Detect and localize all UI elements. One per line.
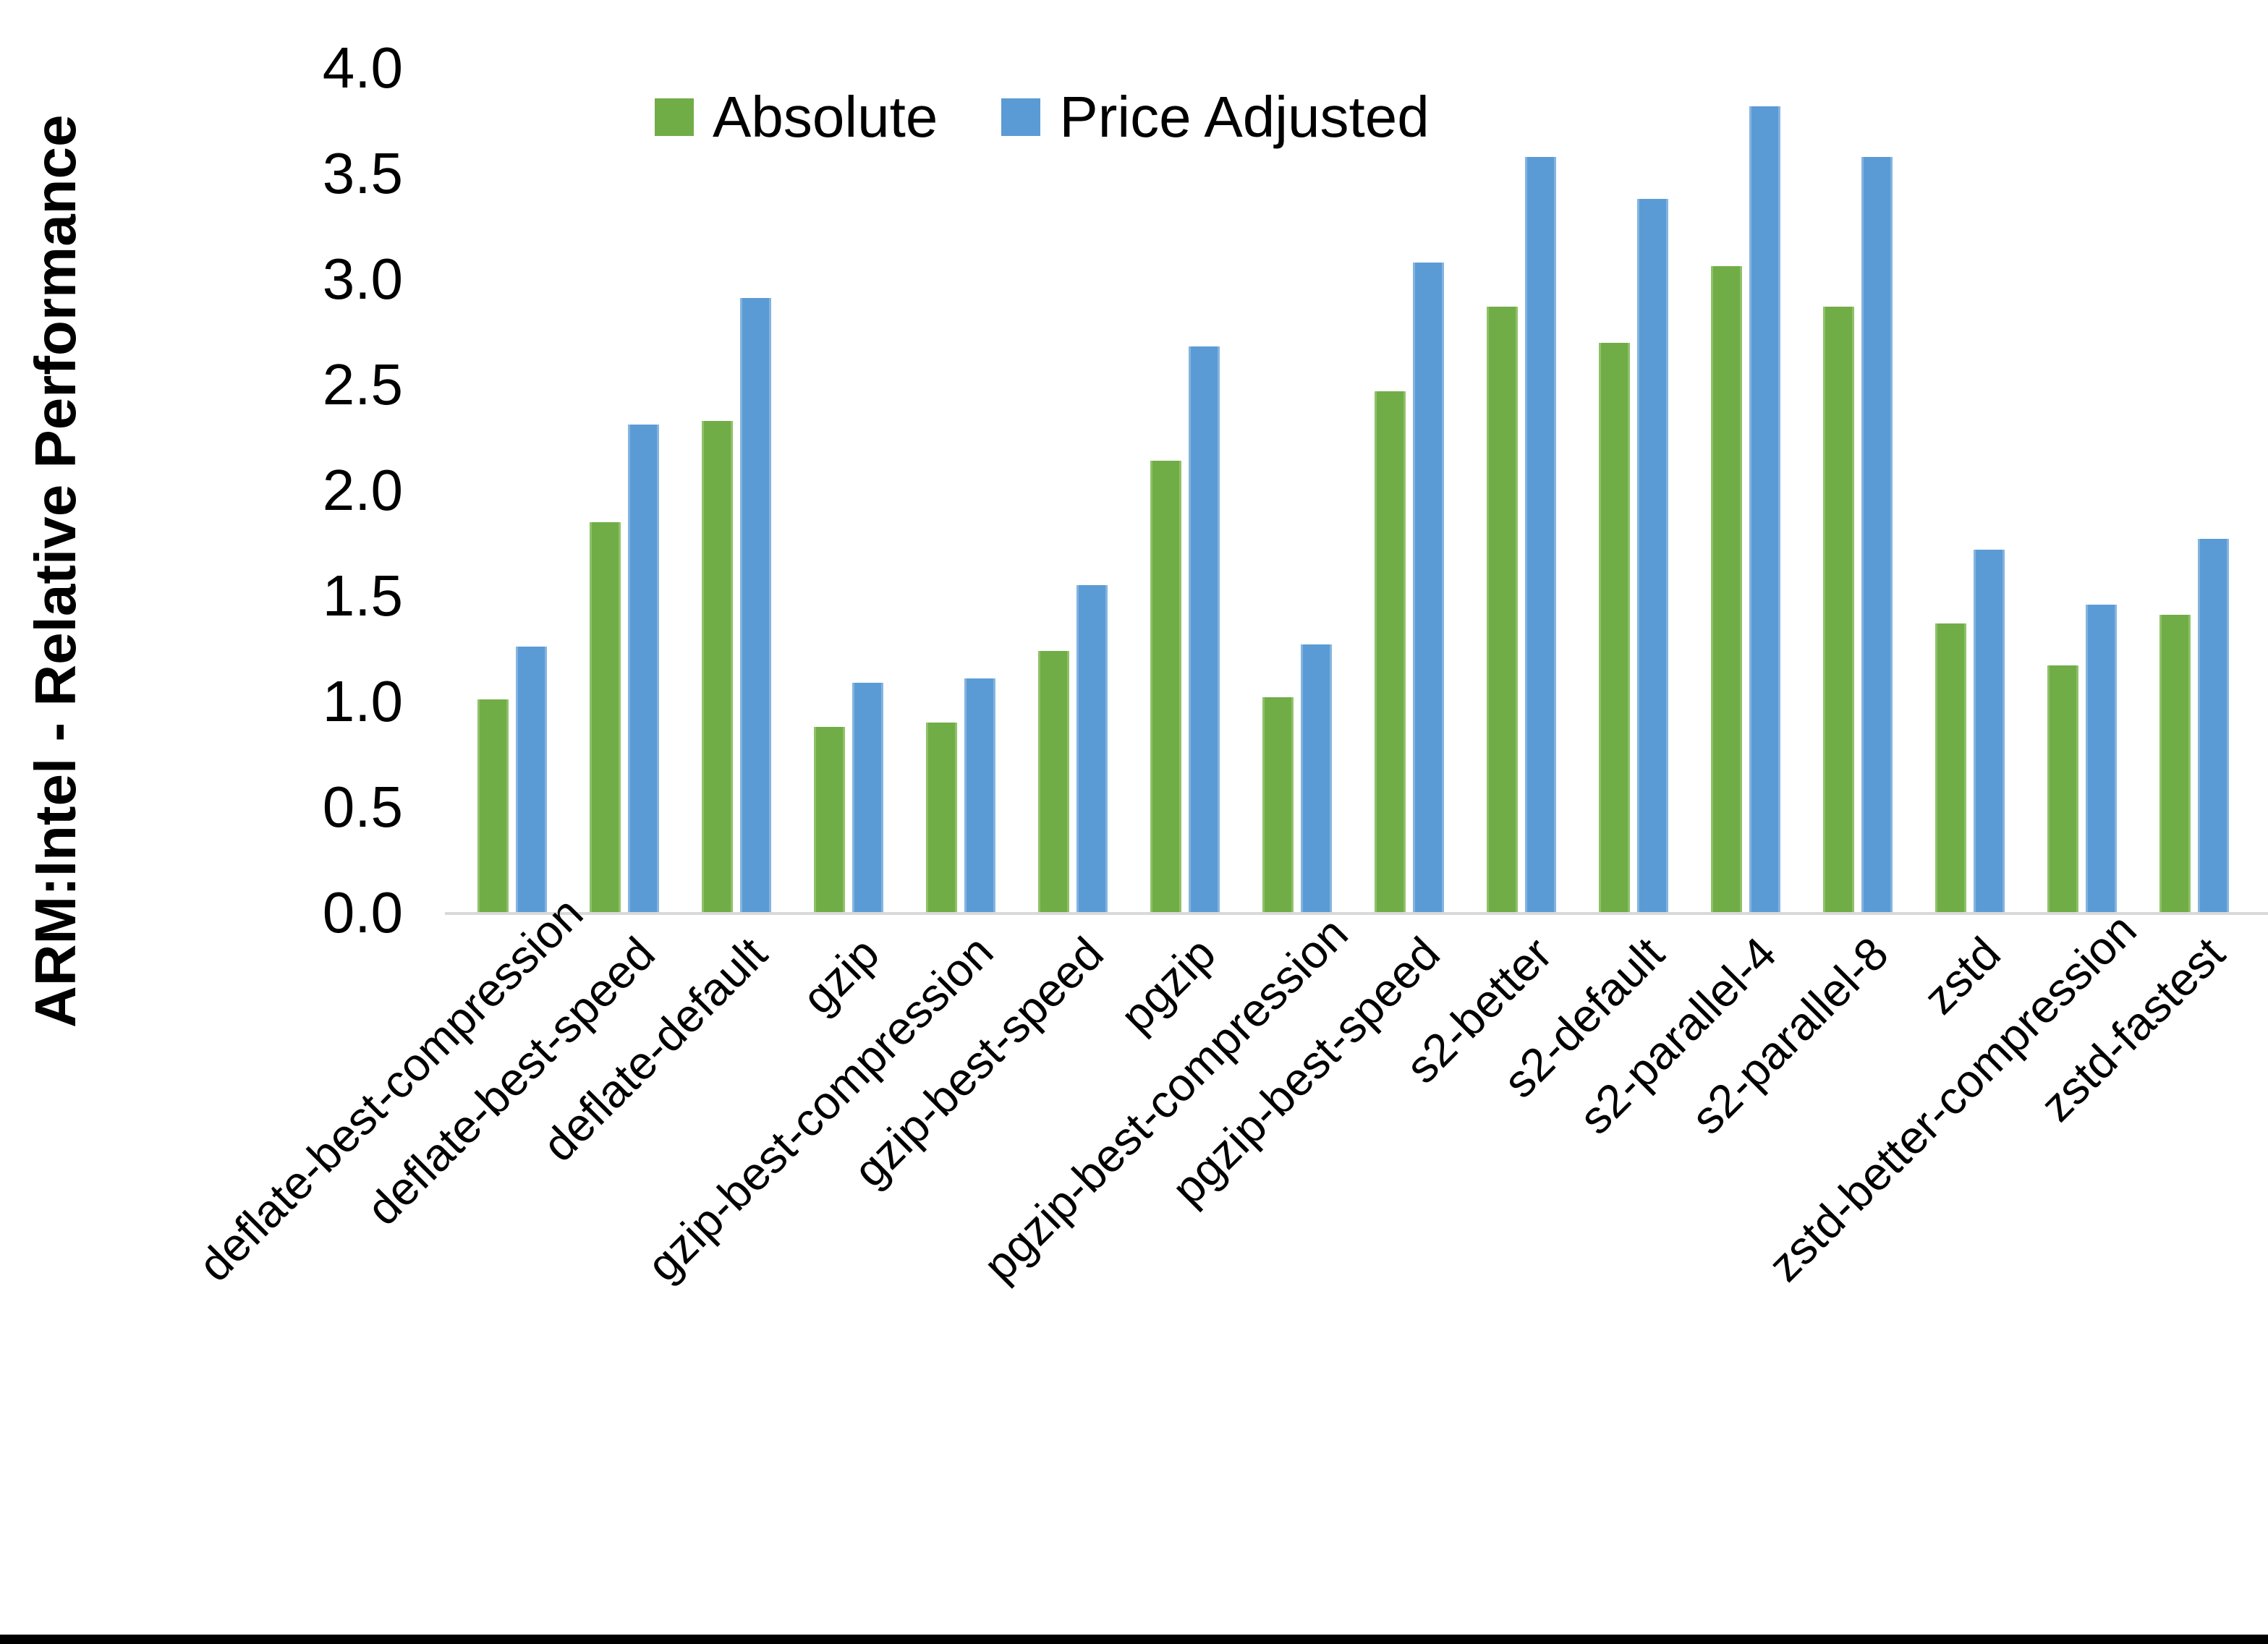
bar-price-adjusted [1749,106,1780,913]
y-tick-label: 2.5 [322,352,403,417]
bar-price-adjusted [1861,156,1893,913]
bottom-border-bar [0,1635,2268,1644]
bar-price-adjusted [1636,199,1668,913]
bar-absolute [925,723,957,913]
bar-absolute [1262,697,1294,913]
bar-group [904,68,1016,913]
bar-price-adjusted [1076,585,1108,913]
bar-absolute [1598,342,1630,913]
bar-absolute [1150,461,1181,913]
bar-group [1577,68,1689,913]
bar-price-adjusted [515,647,547,913]
y-tick-label: 1.0 [322,669,403,733]
bar-group [456,68,568,913]
bar-group [2138,68,2250,913]
bar-group [1689,68,1801,913]
legend-swatch-absolute-icon [655,98,694,136]
plot-area [445,68,2268,915]
bars-container [456,68,2250,913]
y-tick-label: 0.0 [322,880,403,945]
bar-group [1129,68,1241,913]
legend-label-price-adjusted: Price Adjusted [1059,85,1430,149]
y-tick-label: 4.0 [322,35,403,100]
bar-group [568,68,680,913]
bar-group [1465,68,1577,913]
y-axis-title: ARM:Intel - Relative Performance [23,114,88,1028]
bar-price-adjusted [627,425,659,913]
bar-price-adjusted [851,682,883,913]
bar-group [2026,68,2138,913]
bar-absolute [2047,665,2078,913]
bar-price-adjusted [2085,604,2117,913]
legend-swatch-price-adjusted-icon [1001,98,1041,136]
bar-absolute [1486,306,1518,913]
bar-group [1241,68,1353,913]
bar-group [1353,68,1465,913]
bar-absolute [1037,650,1069,913]
bar-group [680,68,792,913]
bar-absolute [477,699,509,913]
x-axis-line [445,912,2268,915]
y-tick-label: 1.5 [322,563,403,628]
bar-group [1801,68,1914,913]
bar-price-adjusted [1188,346,1220,913]
bar-price-adjusted [2197,539,2229,913]
bar-price-adjusted [964,678,995,913]
bar-group [1914,68,2026,913]
bar-absolute [2159,615,2191,913]
bar-price-adjusted [1412,262,1444,913]
legend: Absolute Price Adjusted [655,84,1430,150]
bar-absolute [1710,266,1742,913]
y-tick-label: 3.0 [322,247,403,311]
bar-price-adjusted [1524,156,1556,913]
bar-price-adjusted [1300,644,1332,913]
bar-price-adjusted [739,298,771,913]
bar-absolute [1374,391,1406,913]
y-tick-label: 2.0 [322,458,403,522]
bar-absolute [813,727,845,913]
y-tick-label: 3.5 [322,141,403,205]
bar-group [792,68,904,913]
bar-absolute [1822,306,1854,913]
bar-absolute [701,420,733,913]
y-tick-label: 0.5 [322,775,403,839]
legend-label-absolute: Absolute [713,85,938,149]
bar-price-adjusted [1973,549,2005,913]
legend-item-price-adjusted: Price Adjusted [1001,84,1430,150]
legend-item-absolute: Absolute [655,84,938,150]
bar-group [1016,68,1129,913]
bar-absolute [589,521,621,913]
bar-absolute [1934,623,1966,913]
